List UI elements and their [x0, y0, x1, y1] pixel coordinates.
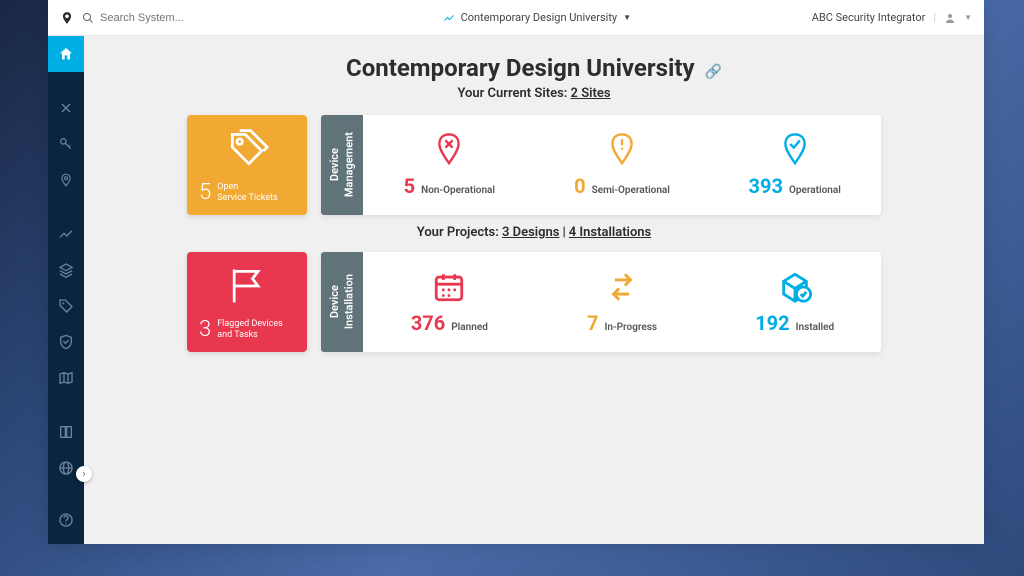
- designs-link[interactable]: 3 Designs: [502, 225, 560, 240]
- sites-link[interactable]: 2 Sites: [571, 86, 611, 101]
- search-icon: [82, 12, 94, 24]
- help-icon: [58, 512, 74, 528]
- brand-icon: [60, 11, 74, 25]
- key-icon: [58, 136, 74, 152]
- sidebar-item-key[interactable]: [48, 126, 84, 162]
- pin-alert-icon: [607, 132, 637, 168]
- sidebar-item-layers[interactable]: [48, 252, 84, 288]
- layers-icon: [58, 262, 74, 278]
- tile-flagged[interactable]: 3 Flagged Devices and Tasks: [187, 252, 307, 352]
- topbar-breadcrumb[interactable]: Contemporary Design University ▼: [262, 11, 812, 24]
- sidebar-item-chart[interactable]: [48, 216, 84, 252]
- link-icon[interactable]: 🔗: [705, 64, 722, 80]
- user-icon[interactable]: [944, 12, 956, 24]
- sidebar-item-location[interactable]: [48, 162, 84, 198]
- projects-subtitle: Your Projects: 3 Designs|4 Installations: [124, 225, 944, 240]
- main-content: Contemporary Design University 🔗 Your Cu…: [84, 36, 984, 544]
- topbar: Contemporary Design University ▼ ABC Sec…: [48, 0, 984, 36]
- stat-non-operational[interactable]: 5Non-Operational: [363, 115, 536, 215]
- stat-installed[interactable]: 192Installed: [708, 252, 881, 352]
- device-management-tab[interactable]: Device Management: [321, 115, 363, 215]
- sidebar-item-map[interactable]: [48, 360, 84, 396]
- shield-icon: [58, 334, 74, 350]
- logo: [60, 11, 74, 25]
- sidebar-item-home[interactable]: [48, 36, 84, 72]
- map-icon: [58, 370, 74, 386]
- stat-planned[interactable]: 376Planned: [363, 252, 536, 352]
- package-check-icon: [778, 270, 812, 304]
- tag-icon: [58, 298, 74, 314]
- tickets-label: Open Service Tickets: [217, 182, 277, 204]
- tags-icon: [225, 127, 269, 171]
- search-input[interactable]: [100, 12, 240, 24]
- chart-line-icon: [58, 226, 74, 242]
- stat-in-progress[interactable]: 7In-Progress: [536, 252, 709, 352]
- breadcrumb-label: Contemporary Design University: [461, 11, 618, 24]
- sidebar-item-tools[interactable]: [48, 90, 84, 126]
- chart-icon: [443, 12, 455, 24]
- tools-icon: [58, 100, 74, 116]
- tile-service-tickets[interactable]: 5 Open Service Tickets: [187, 115, 307, 215]
- flagged-label: Flagged Devices and Tasks: [217, 319, 283, 341]
- home-icon: [58, 46, 74, 62]
- chevron-down-icon[interactable]: ▼: [964, 13, 972, 22]
- pin-x-icon: [434, 132, 464, 168]
- calendar-icon: [432, 270, 466, 304]
- page-title: Contemporary Design University 🔗: [124, 54, 944, 82]
- chevron-down-icon: ▼: [623, 13, 631, 22]
- device-installation-tab[interactable]: Device Installation: [321, 252, 363, 352]
- pin-check-icon: [780, 132, 810, 168]
- installations-link[interactable]: 4 Installations: [569, 225, 651, 240]
- stat-semi-operational[interactable]: 0Semi-Operational: [536, 115, 709, 215]
- book-icon: [58, 424, 74, 440]
- sidebar-item-tag[interactable]: [48, 288, 84, 324]
- arrows-icon: [605, 270, 639, 304]
- stat-operational[interactable]: 393Operational: [708, 115, 881, 215]
- sidebar-item-help[interactable]: [48, 502, 84, 538]
- sidebar: ›: [48, 36, 84, 544]
- sidebar-item-shield[interactable]: [48, 324, 84, 360]
- device-installation-panel: Device Installation 376Planned 7In-Progr…: [321, 252, 881, 352]
- location-icon: [59, 173, 73, 187]
- device-management-panel: Device Management 5Non-Operational 0Semi…: [321, 115, 881, 215]
- sidebar-item-book[interactable]: [48, 414, 84, 450]
- integrator-label[interactable]: ABC Security Integrator: [812, 11, 926, 24]
- flag-icon: [225, 264, 269, 308]
- sites-subtitle: Your Current Sites: 2 Sites: [124, 86, 944, 101]
- tickets-count: 5: [199, 180, 211, 205]
- globe-icon: [58, 460, 74, 476]
- flagged-count: 3: [199, 317, 211, 342]
